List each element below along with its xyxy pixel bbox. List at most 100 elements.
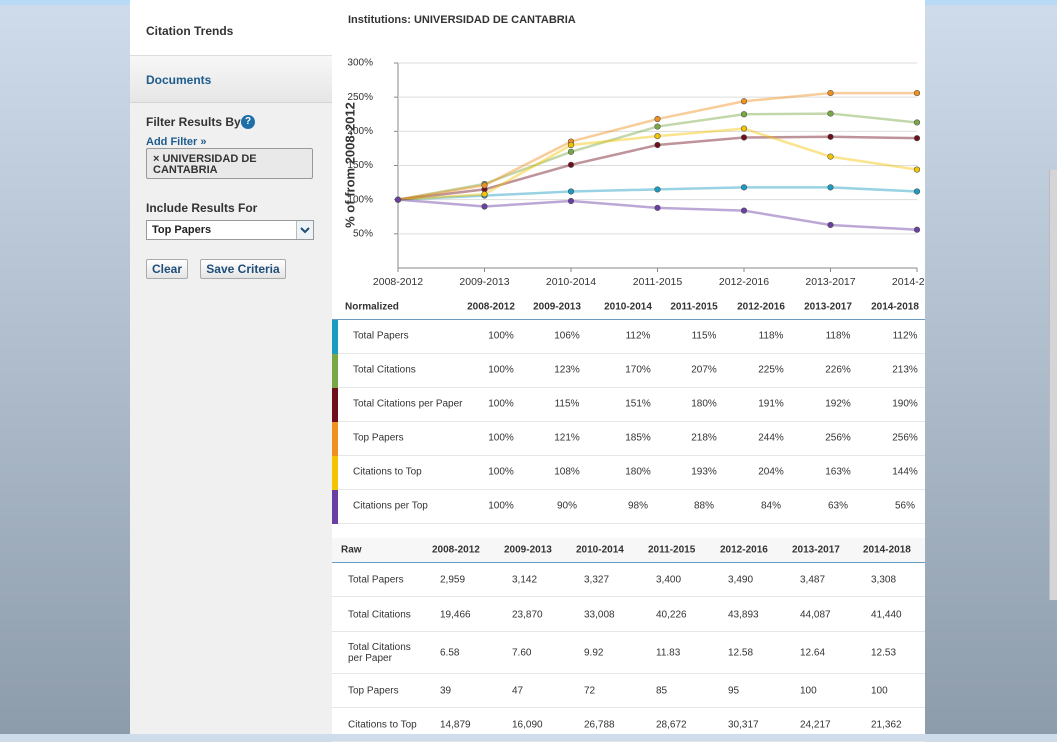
normalized-row	[332, 320, 925, 354]
normalized-cell: 190%	[892, 398, 918, 410]
series-marker	[740, 134, 748, 141]
series-marker	[654, 133, 661, 140]
normalized-cell: 193%	[691, 466, 717, 478]
y-tick-label: 100%	[347, 194, 373, 205]
raw-col-header: 2013-2017	[792, 544, 840, 556]
clear-button[interactable]: Clear	[146, 259, 188, 279]
raw-cell: 100	[871, 685, 888, 697]
raw-row	[332, 563, 925, 597]
normalized-cell: 256%	[825, 432, 851, 444]
series-marker	[654, 141, 661, 149]
row-name: Top Papers	[353, 432, 404, 444]
normalized-col-header: 2010-2014	[604, 301, 652, 313]
normalized-cell: 256%	[892, 432, 918, 444]
raw-col-header: 2008-2012	[432, 544, 480, 556]
raw-cell: 41,440	[871, 609, 902, 620]
normalized-cell: 213%	[892, 364, 918, 376]
sidebar-header: Citation Trends	[130, 0, 332, 56]
raw-cell: 28,672	[656, 719, 687, 731]
row-name: Total Citations per Paper	[348, 642, 411, 664]
normalized-cell: 63%	[827, 500, 849, 512]
series-marker	[567, 188, 575, 195]
raw-cell: 43,893	[728, 609, 759, 620]
include-title: Include Results For	[146, 201, 258, 215]
series-marker	[567, 197, 575, 205]
save-button[interactable]: Save Criteria	[200, 259, 286, 279]
normalized-cell: 144%	[892, 466, 918, 478]
filter-tag[interactable]: × UNIVERSIDAD DE CANTABRIA	[146, 148, 313, 179]
raw-cell: 3,327	[584, 574, 610, 586]
raw-cell: 2,959	[440, 574, 466, 586]
series-marker	[740, 184, 748, 191]
series-marker	[394, 196, 402, 203]
documents-label: Documents	[146, 73, 212, 87]
raw-cell: 40,226	[656, 609, 687, 620]
raw-cell: 3,308	[871, 574, 897, 586]
y-tick-label: 150%	[347, 160, 373, 171]
raw-cell: 33,008	[584, 609, 615, 620]
help-icon[interactable]: ?	[241, 115, 255, 129]
documents-tab[interactable]: Documents	[130, 56, 332, 103]
series-marker	[567, 161, 575, 168]
y-tick-label: 50%	[353, 228, 373, 239]
raw-cell: 23,870	[512, 609, 543, 620]
series-marker	[913, 226, 921, 233]
series-marker	[654, 204, 661, 211]
normalized-cell: 207%	[691, 364, 717, 376]
raw-cell: 3,490	[728, 574, 754, 586]
normalized-row	[332, 388, 925, 422]
normalized-row	[332, 354, 925, 388]
series-marker	[740, 125, 748, 132]
row-name: Citations per Top	[353, 500, 428, 512]
y-tick-label: 300%	[347, 58, 373, 69]
row-name: Citations to Top	[353, 466, 422, 478]
normalized-cell: 244%	[758, 432, 784, 444]
raw-cell: 3,400	[656, 574, 682, 586]
normalized-row	[332, 422, 925, 456]
row-name: Total Citations	[348, 609, 411, 620]
normalized-cell: 204%	[758, 466, 784, 478]
normalized-col-header: 2014-2018	[871, 301, 919, 313]
sidebar: Citation Trends Documents Filter Results…	[130, 0, 333, 734]
y-axis-label: % of from 2008-2012	[342, 102, 357, 228]
normalized-cell: 100%	[488, 500, 514, 512]
raw-col-header: 2012-2016	[720, 544, 768, 556]
series-marker	[913, 135, 921, 142]
raw-col-header: 2011-2015	[648, 544, 696, 556]
series-marker	[913, 188, 921, 195]
series-color-bar	[332, 422, 338, 456]
normalized-cell: 225%	[758, 364, 784, 376]
raw-cell: 3,142	[512, 574, 538, 586]
raw-cell: 30,317	[728, 719, 759, 731]
normalized-cell: 100%	[488, 364, 514, 376]
series-marker	[827, 184, 834, 191]
x-tick-label: 2010-2014	[546, 276, 596, 288]
series-color-bar	[332, 320, 338, 354]
normalized-cell: 100%	[488, 398, 514, 410]
raw-cell: 100	[800, 685, 817, 697]
normalized-cell: 112%	[625, 330, 651, 342]
series-marker	[654, 115, 661, 123]
series-marker	[827, 133, 834, 140]
scrollbar[interactable]	[1049, 170, 1057, 600]
series-marker	[654, 186, 661, 193]
raw-cell: 24,217	[800, 719, 831, 731]
series-marker	[827, 153, 834, 160]
normalized-row	[332, 456, 925, 490]
raw-col-header: 2014-2018	[863, 544, 911, 556]
normalized-cell: 180%	[625, 466, 651, 478]
raw-cell: 19,466	[440, 609, 471, 620]
normalized-cell: 90%	[556, 500, 578, 512]
raw-cell: 6.58	[440, 647, 460, 659]
normalized-cell: 218%	[691, 432, 717, 444]
series-marker	[913, 166, 921, 173]
results-select[interactable]: Top Papers	[146, 220, 314, 240]
series-marker	[567, 141, 575, 149]
select-arrow	[296, 221, 313, 239]
filter-title: Filter Results By	[146, 115, 241, 129]
normalized-col-header: 2009-2013	[533, 301, 581, 313]
raw-row	[332, 632, 925, 674]
x-tick-label: 2014-2018	[892, 276, 925, 288]
add-filter-link[interactable]: Add Filter »	[146, 136, 207, 148]
x-tick-label: 2013-2017	[805, 276, 855, 288]
